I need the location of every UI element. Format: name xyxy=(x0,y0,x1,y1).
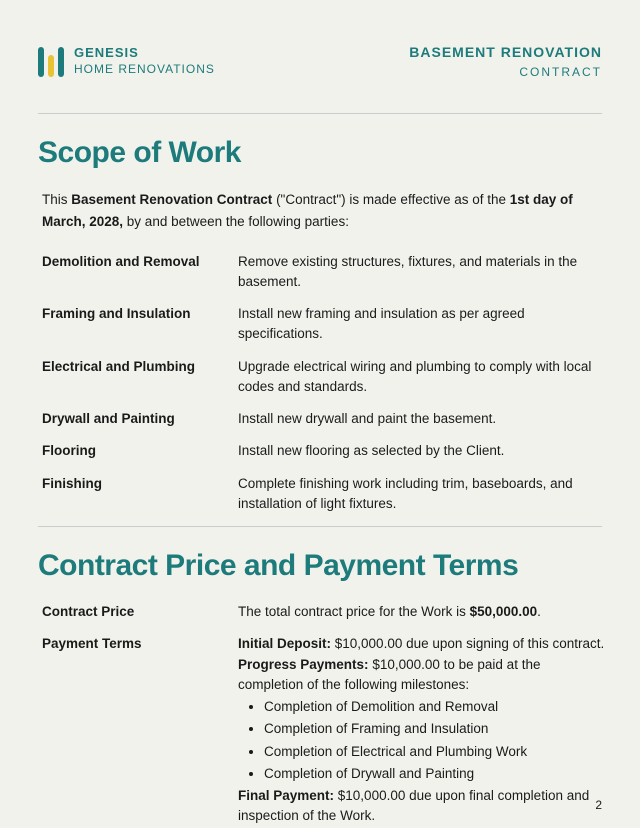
logo-block: GENESIS HOME RENOVATIONS xyxy=(38,45,215,79)
table-row: Demolition and RemovalRemove existing st… xyxy=(42,252,606,293)
list-item: Completion of Framing and Insulation xyxy=(264,719,606,739)
table-row: FinishingComplete finishing work includi… xyxy=(42,474,606,515)
section-title-scope: Scope of Work xyxy=(38,130,602,175)
intro-pre: This xyxy=(42,192,71,207)
price-label: Contract Price xyxy=(42,602,238,622)
scope-table: Demolition and RemovalRemove existing st… xyxy=(42,252,606,515)
deposit-label: Initial Deposit: xyxy=(238,636,331,651)
page-number: 2 xyxy=(595,796,602,814)
table-row: Electrical and PlumbingUpgrade electrica… xyxy=(42,357,606,398)
scope-desc: Install new drywall and paint the baseme… xyxy=(238,409,606,429)
scope-desc: Complete finishing work including trim, … xyxy=(238,474,606,515)
price-pre: The total contract price for the Work is xyxy=(238,604,470,619)
scope-label: Drywall and Painting xyxy=(42,409,238,429)
table-row: FlooringInstall new flooring as selected… xyxy=(42,441,606,461)
list-item: Completion of Demolition and Removal xyxy=(264,697,606,717)
terms-desc: Initial Deposit: $10,000.00 due upon sig… xyxy=(238,634,606,826)
scope-label: Electrical and Plumbing xyxy=(42,357,238,377)
divider xyxy=(38,113,602,114)
intro-post: by and between the following parties: xyxy=(123,214,349,229)
intro-text: This Basement Renovation Contract ("Cont… xyxy=(42,189,598,234)
doc-title: BASEMENT RENOVATION CONTRACT xyxy=(409,42,602,81)
divider xyxy=(38,526,602,527)
intro-mid: ("Contract") is made effective as of the xyxy=(272,192,509,207)
progress-label: Progress Payments: xyxy=(238,657,369,672)
scope-label: Finishing xyxy=(42,474,238,494)
table-row: Drywall and PaintingInstall new drywall … xyxy=(42,409,606,429)
list-item: Completion of Drywall and Painting xyxy=(264,764,606,784)
logo-icon xyxy=(38,47,64,77)
company-name: GENESIS xyxy=(74,45,215,61)
list-item: Completion of Electrical and Plumbing Wo… xyxy=(264,742,606,762)
table-row: Payment Terms Initial Deposit: $10,000.0… xyxy=(42,634,606,826)
terms-label: Payment Terms xyxy=(42,634,238,654)
section-title-price: Contract Price and Payment Terms xyxy=(38,543,602,588)
price-amount: $50,000.00 xyxy=(470,604,538,619)
scope-desc: Upgrade electrical wiring and plumbing t… xyxy=(238,357,606,398)
price-post: . xyxy=(537,604,541,619)
price-desc: The total contract price for the Work is… xyxy=(238,602,606,622)
final-label: Final Payment: xyxy=(238,788,334,803)
scope-label: Framing and Insulation xyxy=(42,304,238,324)
deposit-text: $10,000.00 due upon signing of this cont… xyxy=(331,636,604,651)
scope-desc: Remove existing structures, fixtures, an… xyxy=(238,252,606,293)
doc-title-main: BASEMENT RENOVATION xyxy=(409,42,602,63)
doc-title-sub: CONTRACT xyxy=(409,63,602,81)
price-table: Contract Price The total contract price … xyxy=(42,602,606,827)
scope-desc: Install new flooring as selected by the … xyxy=(238,441,606,461)
scope-label: Demolition and Removal xyxy=(42,252,238,272)
scope-desc: Install new framing and insulation as pe… xyxy=(238,304,606,345)
scope-label: Flooring xyxy=(42,441,238,461)
header: GENESIS HOME RENOVATIONS BASEMENT RENOVA… xyxy=(38,42,602,81)
table-row: Framing and InsulationInstall new framin… xyxy=(42,304,606,345)
table-row: Contract Price The total contract price … xyxy=(42,602,606,622)
company-sub: HOME RENOVATIONS xyxy=(74,60,215,78)
milestones-list: Completion of Demolition and RemovalComp… xyxy=(238,697,606,784)
intro-b1: Basement Renovation Contract xyxy=(71,192,272,207)
